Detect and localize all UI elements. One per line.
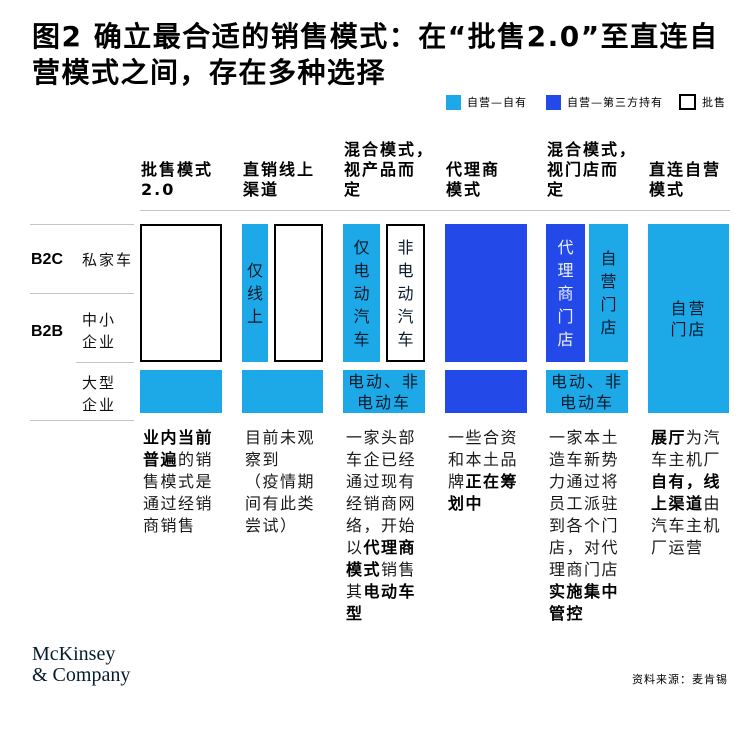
- logo-line: McKinsey: [32, 643, 116, 665]
- cell-label: 自营门店: [600, 249, 617, 337]
- column-description: 目前未观 察到 （疫情期 间有此类 尝试）: [245, 427, 333, 537]
- cell-label: 自营 门店: [670, 298, 707, 339]
- logo-line: & Company: [32, 664, 131, 686]
- column-description: 业内当前 普遍的销 售模式是 通过经销 商销售: [143, 427, 231, 537]
- column-agency-model: 代理商 模式 一些合资 和本土品 牌正在筹 划中: [445, 0, 541, 640]
- row-segment-b2c: B2C: [31, 251, 64, 268]
- legend-label-third-party: 自营—第三方持有: [567, 96, 663, 109]
- description-emphasis: 代理商 模式: [346, 538, 417, 579]
- row-segment-b2b: B2B: [31, 323, 64, 340]
- cell-self-owned: [242, 370, 323, 413]
- legend-swatch-third-party: [546, 95, 561, 110]
- row-label-large-enterprise: 大型 企业: [82, 374, 117, 414]
- source-note: 资料来源：麦肯锡: [632, 673, 728, 686]
- cell-self-owned-store: 自营 门店: [648, 224, 729, 413]
- description-emphasis: 正在筹 划中: [448, 472, 519, 513]
- legend-label-self-owned: 自营—自有: [467, 96, 527, 109]
- description-text: 一些合资 和本土品 牌: [448, 428, 519, 491]
- cell-label: 仅线上: [246, 260, 263, 326]
- description-text: 销售 其: [346, 560, 417, 601]
- column-header-text: 直销线上 渠道: [243, 160, 316, 199]
- column-header-text: 混合模式， 视门店而 定: [547, 140, 638, 199]
- column-hybrid-by-product: 混合模式， 视产品而 定 仅电动汽车 非电动汽车 电动、非 电动车 一家头部 车…: [343, 0, 439, 640]
- cell-self-owned: [140, 370, 222, 413]
- row-divider: [30, 293, 134, 294]
- cell-self-owned-large-enterprise: 电动、非 电动车: [343, 370, 425, 413]
- cell-third-party-agency-store: 代理商门店: [546, 224, 585, 362]
- column-header: 混合模式， 视门店而 定: [547, 136, 643, 200]
- description-emphasis: 业内当前 普遍: [143, 428, 214, 469]
- column-header-text: 直连自营 模式: [649, 160, 722, 199]
- description-text: 一家本土 造车新势 力通过将 员工派驻 到各个门 店，对代 理商门店: [549, 428, 620, 579]
- legend: 自营—自有 自营—第三方持有 批售: [446, 94, 736, 112]
- column-description: 一些合资 和本土品 牌正在筹 划中: [448, 427, 536, 515]
- description-emphasis: 自有，线 上渠道: [651, 472, 722, 513]
- row-divider: [30, 420, 134, 421]
- header-divider: [140, 210, 730, 211]
- description-emphasis: 电动车 型: [346, 582, 417, 623]
- cell-self-owned-store: 自营门店: [589, 224, 628, 362]
- legend-swatch-self-owned: [446, 95, 461, 110]
- column-hybrid-by-store: 混合模式， 视门店而 定 代理商门店 自营门店 电动、非 电动车 一家本土 造车…: [546, 0, 642, 640]
- row-labels: B2C 私家车 B2B 中小 企业 大型 企业: [0, 0, 140, 430]
- description-emphasis: 展厅: [651, 428, 687, 447]
- cell-wholesale-non-ev: 非电动汽车: [386, 224, 425, 362]
- description-emphasis: 实施集中 管控: [549, 582, 620, 623]
- figure-title: 图2 确立最合适的销售模式：在“批售2.0”至直连自 营模式之间，存在多种选择: [32, 20, 719, 89]
- legend-swatch-wholesale: [679, 94, 696, 110]
- cell-self-owned-online: 仅线上: [242, 224, 268, 362]
- column-header: 代理商 模式: [446, 136, 542, 200]
- description-text: 一家头部 车企已经 通过现有 经销商网 络，开始 以: [346, 428, 417, 557]
- column-header-text: 批售模式 2.0: [141, 160, 214, 199]
- column-wholesale-2-0: 批售模式 2.0 业内当前 普遍的销 售模式是 通过经销 商销售: [140, 0, 236, 640]
- description-text: 目前未观 察到 （疫情期 间有此类 尝试）: [245, 428, 316, 535]
- row-label-smb: 中小 企业: [82, 311, 117, 351]
- row-divider: [76, 362, 134, 363]
- cell-label: 非电动汽车: [397, 237, 414, 349]
- cell-third-party: [445, 224, 527, 362]
- cell-self-owned-ev: 仅电动汽车: [343, 224, 380, 362]
- description-text: 由 汽车主机 厂运营: [651, 494, 722, 557]
- cell-wholesale: [274, 224, 323, 362]
- column-description: 一家头部 车企已经 通过现有 经销商网 络，开始 以代理商 模式销售 其电动车 …: [346, 427, 434, 625]
- mckinsey-logo: McKinsey & Company: [32, 644, 130, 686]
- column-description: 展厅为汽 车主机厂 自有，线 上渠道由 汽车主机 厂运营: [651, 427, 739, 559]
- column-header: 批售模式 2.0: [141, 136, 237, 200]
- row-divider: [30, 224, 134, 225]
- legend-label-wholesale: 批售: [702, 96, 726, 109]
- column-header-text: 代理商 模式: [446, 160, 501, 199]
- column-header-text: 混合模式， 视产品而 定: [344, 140, 435, 199]
- column-header: 直连自营 模式: [649, 136, 745, 200]
- column-description: 一家本土 造车新势 力通过将 员工派驻 到各个门 店，对代 理商门店 实施集中 …: [549, 427, 637, 625]
- cell-label: 电动、非 电动车: [347, 371, 420, 412]
- column-direct-owned: 直连自营 模式 自营 门店 展厅为汽 车主机厂 自有，线 上渠道由 汽车主机 厂…: [648, 0, 744, 640]
- cell-wholesale: [140, 224, 222, 362]
- cell-label: 代理商门店: [557, 237, 574, 349]
- cell-third-party: [445, 370, 527, 413]
- row-label-private-car: 私家车: [82, 251, 134, 269]
- description-text: 为汽 车主机厂: [651, 428, 722, 469]
- column-header: 混合模式， 视产品而 定: [344, 136, 440, 200]
- cell-self-owned-large-enterprise: 电动、非 电动车: [546, 370, 628, 413]
- description-text: 的销 售模式是 通过经销 商销售: [143, 450, 214, 535]
- cell-label: 电动、非 电动车: [550, 371, 623, 412]
- column-direct-online: 直销线上 渠道 仅线上 目前未观 察到 （疫情期 间有此类 尝试）: [242, 0, 338, 640]
- cell-label: 仅电动汽车: [353, 237, 370, 349]
- column-header: 直销线上 渠道: [243, 136, 339, 200]
